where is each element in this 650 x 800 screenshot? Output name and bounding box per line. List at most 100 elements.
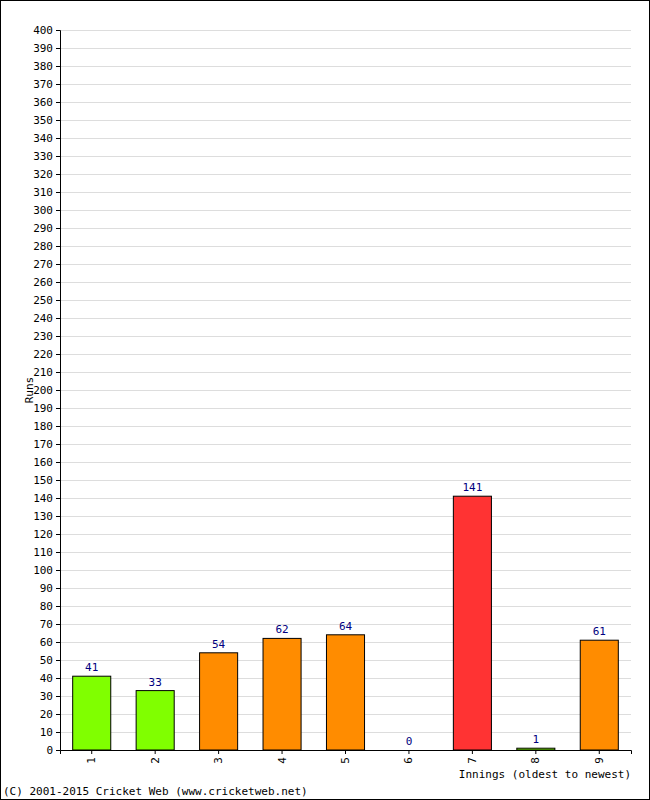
bar — [326, 635, 364, 750]
bar — [390, 750, 428, 751]
background — [1, 1, 650, 800]
tick: 120 — [33, 528, 60, 541]
tick-label: 360 — [33, 96, 53, 109]
tick-label: 190 — [33, 402, 53, 415]
bar — [73, 676, 111, 750]
tick-mark — [56, 696, 60, 697]
tick-label: 290 — [33, 222, 53, 235]
grid-line — [60, 498, 631, 499]
tick: 200 — [33, 384, 60, 397]
tick-label: 390 — [33, 42, 53, 55]
tick-mark — [56, 228, 60, 229]
tick-label: 70 — [40, 618, 53, 631]
tick: 260 — [33, 276, 60, 289]
tick-mark — [56, 174, 60, 175]
bar — [263, 638, 301, 750]
tick: 20 — [40, 708, 60, 721]
tick-label: 7 — [466, 757, 479, 764]
tick-mark — [56, 30, 60, 31]
grid-line — [60, 48, 631, 49]
data-label: 62 — [275, 623, 288, 636]
data-label: 61 — [593, 625, 606, 638]
tick: 390 — [33, 42, 60, 55]
data-label: 1 — [533, 733, 540, 746]
tick: 130 — [33, 510, 60, 523]
tick-mark — [56, 750, 60, 751]
grid-line — [60, 228, 631, 229]
tick-mark — [56, 642, 60, 643]
tick-mark — [56, 354, 60, 355]
tick-label: 110 — [33, 546, 53, 559]
tick: 50 — [40, 654, 60, 667]
tick-label: 5 — [339, 757, 352, 764]
bars — [73, 496, 619, 750]
tick-label: 90 — [40, 582, 53, 595]
tick-mark — [56, 156, 60, 157]
tick-mark — [56, 660, 60, 661]
tick: 7 — [466, 750, 479, 764]
tick: 340 — [33, 132, 60, 145]
tick-label: 140 — [33, 492, 53, 505]
tick-label: 180 — [33, 420, 53, 433]
tick: 330 — [33, 150, 60, 163]
axis-line — [61, 751, 632, 755]
tick: 150 — [33, 474, 60, 487]
tick-label: 60 — [40, 636, 53, 649]
grid-line — [60, 210, 631, 211]
tick-mark — [56, 480, 60, 481]
tick: 110 — [33, 546, 60, 559]
tick-label: 310 — [33, 186, 53, 199]
x-axis-title: Innings (oldest to newest) — [459, 768, 631, 781]
grid-line — [60, 354, 631, 355]
tick: 380 — [33, 60, 60, 73]
tick: 290 — [33, 222, 60, 235]
tick: 250 — [33, 294, 60, 307]
tick-label: 280 — [33, 240, 53, 253]
y-axis: 0102030405060708090100110120130140150160… — [33, 24, 60, 757]
tick-label: 230 — [33, 330, 53, 343]
grid-line — [60, 138, 631, 139]
tick-label: 270 — [33, 258, 53, 271]
tick-label: 30 — [40, 690, 53, 703]
grid-line — [60, 588, 631, 589]
y-axis-title: Runs — [23, 377, 36, 404]
data-label: 54 — [212, 638, 226, 651]
tick-label: 20 — [40, 708, 53, 721]
tick-mark — [56, 300, 60, 301]
tick-label: 210 — [33, 366, 53, 379]
tick-mark — [56, 372, 60, 373]
tick-label: 1 — [85, 757, 98, 764]
data-label: 141 — [462, 481, 482, 494]
tick-mark — [56, 48, 60, 49]
tick-mark — [408, 750, 409, 754]
tick: 6 — [402, 750, 415, 764]
tick: 70 — [40, 618, 60, 631]
grid-line — [60, 372, 631, 373]
tick: 240 — [33, 312, 60, 325]
tick: 2 — [149, 750, 162, 764]
grid-line — [60, 408, 631, 409]
tick-mark — [56, 264, 60, 265]
tick: 8 — [529, 750, 542, 764]
tick-label: 160 — [33, 456, 53, 469]
tick-label: 220 — [33, 348, 53, 361]
tick-mark — [56, 426, 60, 427]
tick-label: 260 — [33, 276, 53, 289]
data-label: 64 — [339, 620, 353, 633]
tick-mark — [56, 390, 60, 391]
tick-label: 340 — [33, 132, 53, 145]
tick-mark — [56, 714, 60, 715]
tick-label: 400 — [33, 24, 53, 37]
grid-line — [60, 462, 631, 463]
tick-mark — [56, 516, 60, 517]
tick: 140 — [33, 492, 60, 505]
data-label: 41 — [85, 661, 98, 674]
tick-label: 9 — [593, 757, 606, 764]
tick-mark — [56, 534, 60, 535]
copyright: (C) 2001-2015 Cricket Web (www.cricketwe… — [3, 785, 308, 798]
tick: 370 — [33, 78, 60, 91]
grid-line — [60, 102, 631, 103]
tick: 280 — [33, 240, 60, 253]
tick-mark — [56, 336, 60, 337]
grid-line — [60, 174, 631, 175]
